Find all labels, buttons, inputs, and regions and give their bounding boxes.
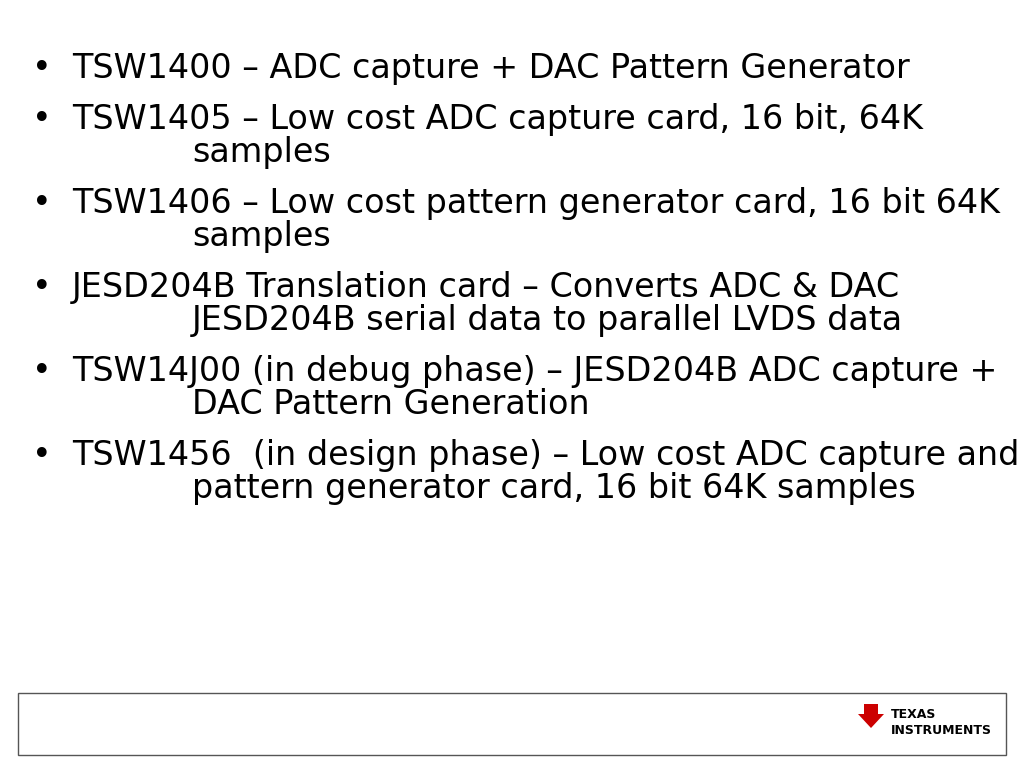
Text: •: • [32, 439, 52, 472]
Text: TSW14J00 (in debug phase) – JESD204B ADC capture +: TSW14J00 (in debug phase) – JESD204B ADC… [72, 355, 997, 388]
Polygon shape [858, 704, 884, 728]
Text: TSW1456  (in design phase) – Low cost ADC capture and: TSW1456 (in design phase) – Low cost ADC… [72, 439, 1019, 472]
Text: pattern generator card, 16 bit 64K samples: pattern generator card, 16 bit 64K sampl… [193, 472, 915, 505]
Text: INSTRUMENTS: INSTRUMENTS [891, 723, 992, 737]
Text: JESD204B Translation card – Converts ADC & DAC: JESD204B Translation card – Converts ADC… [72, 271, 900, 304]
Text: JESD204B serial data to parallel LVDS data: JESD204B serial data to parallel LVDS da… [193, 304, 903, 337]
Text: •: • [32, 187, 52, 220]
Text: TSW1406 – Low cost pattern generator card, 16 bit 64K: TSW1406 – Low cost pattern generator car… [72, 187, 1000, 220]
Text: DAC Pattern Generation: DAC Pattern Generation [193, 388, 590, 421]
Text: TSW1400 – ADC capture + DAC Pattern Generator: TSW1400 – ADC capture + DAC Pattern Gene… [72, 52, 909, 85]
Text: •: • [32, 103, 52, 136]
Text: •: • [32, 52, 52, 85]
Text: TEXAS: TEXAS [891, 707, 936, 720]
Bar [18, 693, 1006, 755]
Text: samples: samples [193, 220, 331, 253]
Text: samples: samples [193, 136, 331, 169]
Text: •: • [32, 271, 52, 304]
Text: •: • [32, 355, 52, 388]
Text: TSW1405 – Low cost ADC capture card, 16 bit, 64K: TSW1405 – Low cost ADC capture card, 16 … [72, 103, 923, 136]
